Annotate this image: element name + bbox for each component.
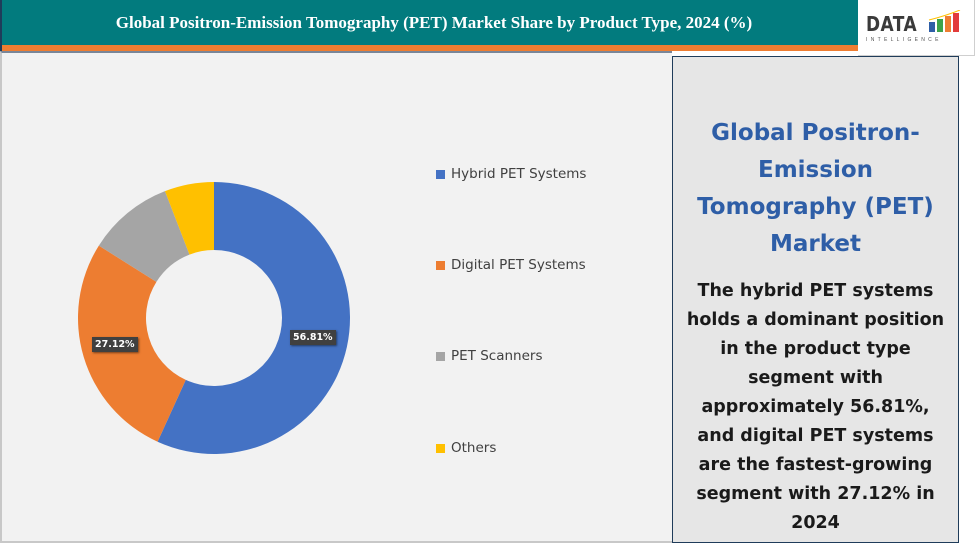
summary-title: Global Positron-Emission Tomography (PET…	[697, 120, 934, 257]
header-bar	[0, 0, 858, 45]
chart-area: 56.81% 27.12% Hybrid PET Systems Digital…	[0, 51, 672, 543]
logo-text: DATA	[866, 12, 918, 36]
summary-description: The hybrid PET systems holds a dominant …	[686, 281, 945, 533]
legend-swatch-icon	[436, 351, 445, 361]
data-label-hybrid: 56.81%	[290, 330, 336, 345]
donut-slice	[98, 191, 190, 282]
summary-panel: Global Positron-Emission Tomography (PET…	[672, 56, 959, 543]
legend-item-digital: Digital PET Systems	[436, 257, 586, 273]
legend-item-scanners: PET Scanners	[436, 348, 542, 364]
chart-title: Global Positron-Emission Tomography (PET…	[115, 13, 753, 32]
legend-item-others: Others	[436, 440, 496, 456]
donut-slice	[164, 182, 214, 255]
logo: DATA INTELLIGENCE	[858, 0, 975, 56]
legend-swatch-icon	[436, 260, 445, 270]
donut-chart	[77, 182, 350, 454]
legend-swatch-icon	[436, 169, 445, 179]
legend-swatch-icon	[436, 443, 445, 453]
donut-slice	[157, 182, 350, 454]
logo-bars-icon	[928, 10, 961, 32]
data-label-digital: 27.12%	[92, 337, 138, 352]
legend-item-hybrid: Hybrid PET Systems	[436, 166, 586, 182]
accent-divider	[0, 45, 858, 51]
logo-subtext: INTELLIGENCE	[866, 37, 942, 43]
